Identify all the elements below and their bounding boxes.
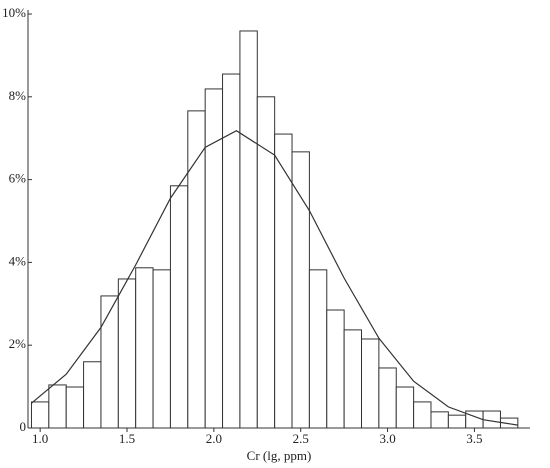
bar xyxy=(413,401,432,429)
bar xyxy=(343,329,363,429)
bar xyxy=(361,338,380,429)
x-tick-label: 3.0 xyxy=(379,431,395,446)
x-tick-label: 3.5 xyxy=(466,431,482,446)
x-axis-label: Cr (lg, ppm) xyxy=(247,448,312,463)
y-tick-label: 10% xyxy=(2,5,26,20)
x-tick-label: 1.0 xyxy=(32,431,48,446)
fit-curve xyxy=(31,130,518,426)
bar xyxy=(430,411,449,429)
bar xyxy=(152,269,171,429)
bar xyxy=(308,269,328,429)
bar xyxy=(239,30,258,429)
bar xyxy=(83,361,102,429)
bar xyxy=(447,414,467,429)
bar xyxy=(326,309,345,429)
y-tick-label: 4% xyxy=(9,253,27,268)
bar xyxy=(499,417,519,429)
bar xyxy=(117,278,137,429)
bar xyxy=(30,401,50,429)
bar xyxy=(395,386,415,429)
bar xyxy=(482,410,501,429)
y-tick-label: 2% xyxy=(9,336,27,351)
bar xyxy=(465,410,484,429)
bar xyxy=(100,295,119,429)
bar xyxy=(135,267,154,429)
y-tick-label: 6% xyxy=(9,171,27,186)
x-tick-label: 2.5 xyxy=(293,431,309,446)
bar xyxy=(256,96,276,429)
x-tick-label: 1.5 xyxy=(119,431,135,446)
y-tick-label: 8% xyxy=(9,88,27,103)
bar xyxy=(378,367,397,429)
bar xyxy=(222,73,241,429)
y-tick-label: 0 xyxy=(20,419,27,434)
bar xyxy=(65,386,85,429)
bar xyxy=(169,185,189,429)
bar xyxy=(187,110,206,429)
x-tick-label: 2.0 xyxy=(206,431,222,446)
bar xyxy=(291,151,310,429)
bar xyxy=(48,384,67,429)
